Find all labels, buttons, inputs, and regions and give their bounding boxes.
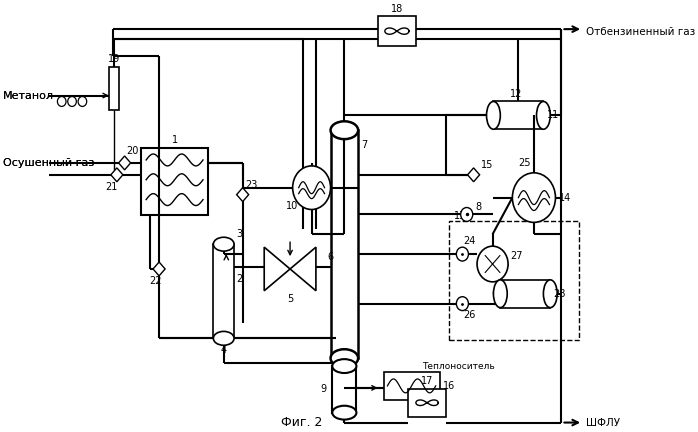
Ellipse shape — [331, 349, 358, 367]
Bar — [214, 244, 234, 338]
Polygon shape — [265, 247, 290, 291]
Ellipse shape — [214, 331, 234, 345]
Text: 10: 10 — [285, 200, 298, 210]
Ellipse shape — [214, 237, 234, 251]
Text: 13: 13 — [454, 211, 466, 222]
Polygon shape — [290, 247, 316, 291]
Circle shape — [461, 207, 473, 221]
Circle shape — [456, 297, 468, 311]
Text: ШФЛУ: ШФЛУ — [586, 418, 620, 428]
Text: 21: 21 — [105, 182, 117, 192]
Text: 15: 15 — [482, 160, 493, 170]
Text: 5: 5 — [287, 294, 293, 304]
Bar — [408, 389, 446, 416]
Text: 2: 2 — [237, 274, 243, 284]
Text: 8: 8 — [475, 201, 482, 212]
Text: 16: 16 — [443, 381, 456, 391]
Ellipse shape — [332, 406, 357, 419]
Text: 19: 19 — [108, 54, 120, 64]
Text: Осушенный газ: Осушенный газ — [3, 158, 94, 168]
Text: 11: 11 — [547, 110, 559, 121]
Text: 6: 6 — [327, 252, 333, 262]
Text: 14: 14 — [559, 193, 571, 203]
Ellipse shape — [332, 359, 357, 373]
Text: 7: 7 — [362, 140, 368, 150]
Text: 20: 20 — [126, 146, 139, 156]
Text: 1: 1 — [172, 135, 178, 145]
Text: 27: 27 — [510, 251, 522, 261]
Text: Фиг. 2: Фиг. 2 — [281, 416, 322, 429]
Circle shape — [78, 96, 87, 106]
Polygon shape — [111, 168, 123, 182]
Text: Метанол: Метанол — [3, 91, 54, 101]
Ellipse shape — [544, 280, 557, 308]
Text: 22: 22 — [149, 276, 162, 286]
Bar — [384, 372, 440, 400]
Text: 4: 4 — [221, 345, 227, 355]
Ellipse shape — [537, 102, 550, 129]
Polygon shape — [468, 168, 480, 182]
Bar — [331, 130, 358, 358]
Circle shape — [512, 173, 556, 222]
Bar — [332, 366, 357, 413]
Polygon shape — [153, 262, 165, 276]
Text: Отбензиненный газ: Отбензиненный газ — [586, 27, 695, 37]
Text: 9: 9 — [320, 384, 327, 394]
Text: Осушенный газ: Осушенный газ — [3, 158, 94, 168]
Ellipse shape — [487, 102, 500, 129]
Circle shape — [68, 96, 76, 106]
Ellipse shape — [493, 280, 507, 308]
Circle shape — [292, 166, 331, 210]
Bar — [500, 280, 550, 308]
Circle shape — [477, 246, 508, 282]
Text: 24: 24 — [463, 236, 475, 246]
Text: Метанол: Метанол — [3, 91, 54, 101]
Bar — [378, 16, 416, 46]
Text: Теплоноситель: Теплоноситель — [422, 362, 495, 371]
Text: 3: 3 — [237, 229, 243, 239]
Bar — [493, 102, 544, 129]
Text: 17: 17 — [421, 376, 433, 386]
Text: 12: 12 — [510, 89, 522, 98]
Text: 23: 23 — [245, 180, 258, 190]
Text: 26: 26 — [463, 310, 475, 320]
Bar — [450, 221, 579, 340]
Bar — [141, 148, 208, 216]
Text: 18: 18 — [391, 4, 403, 14]
Ellipse shape — [331, 121, 358, 139]
Polygon shape — [237, 187, 248, 202]
Text: 25: 25 — [519, 158, 531, 168]
Bar — [109, 67, 119, 111]
Circle shape — [456, 247, 468, 261]
Polygon shape — [119, 156, 131, 170]
Text: 28: 28 — [554, 289, 566, 299]
Circle shape — [57, 96, 66, 106]
